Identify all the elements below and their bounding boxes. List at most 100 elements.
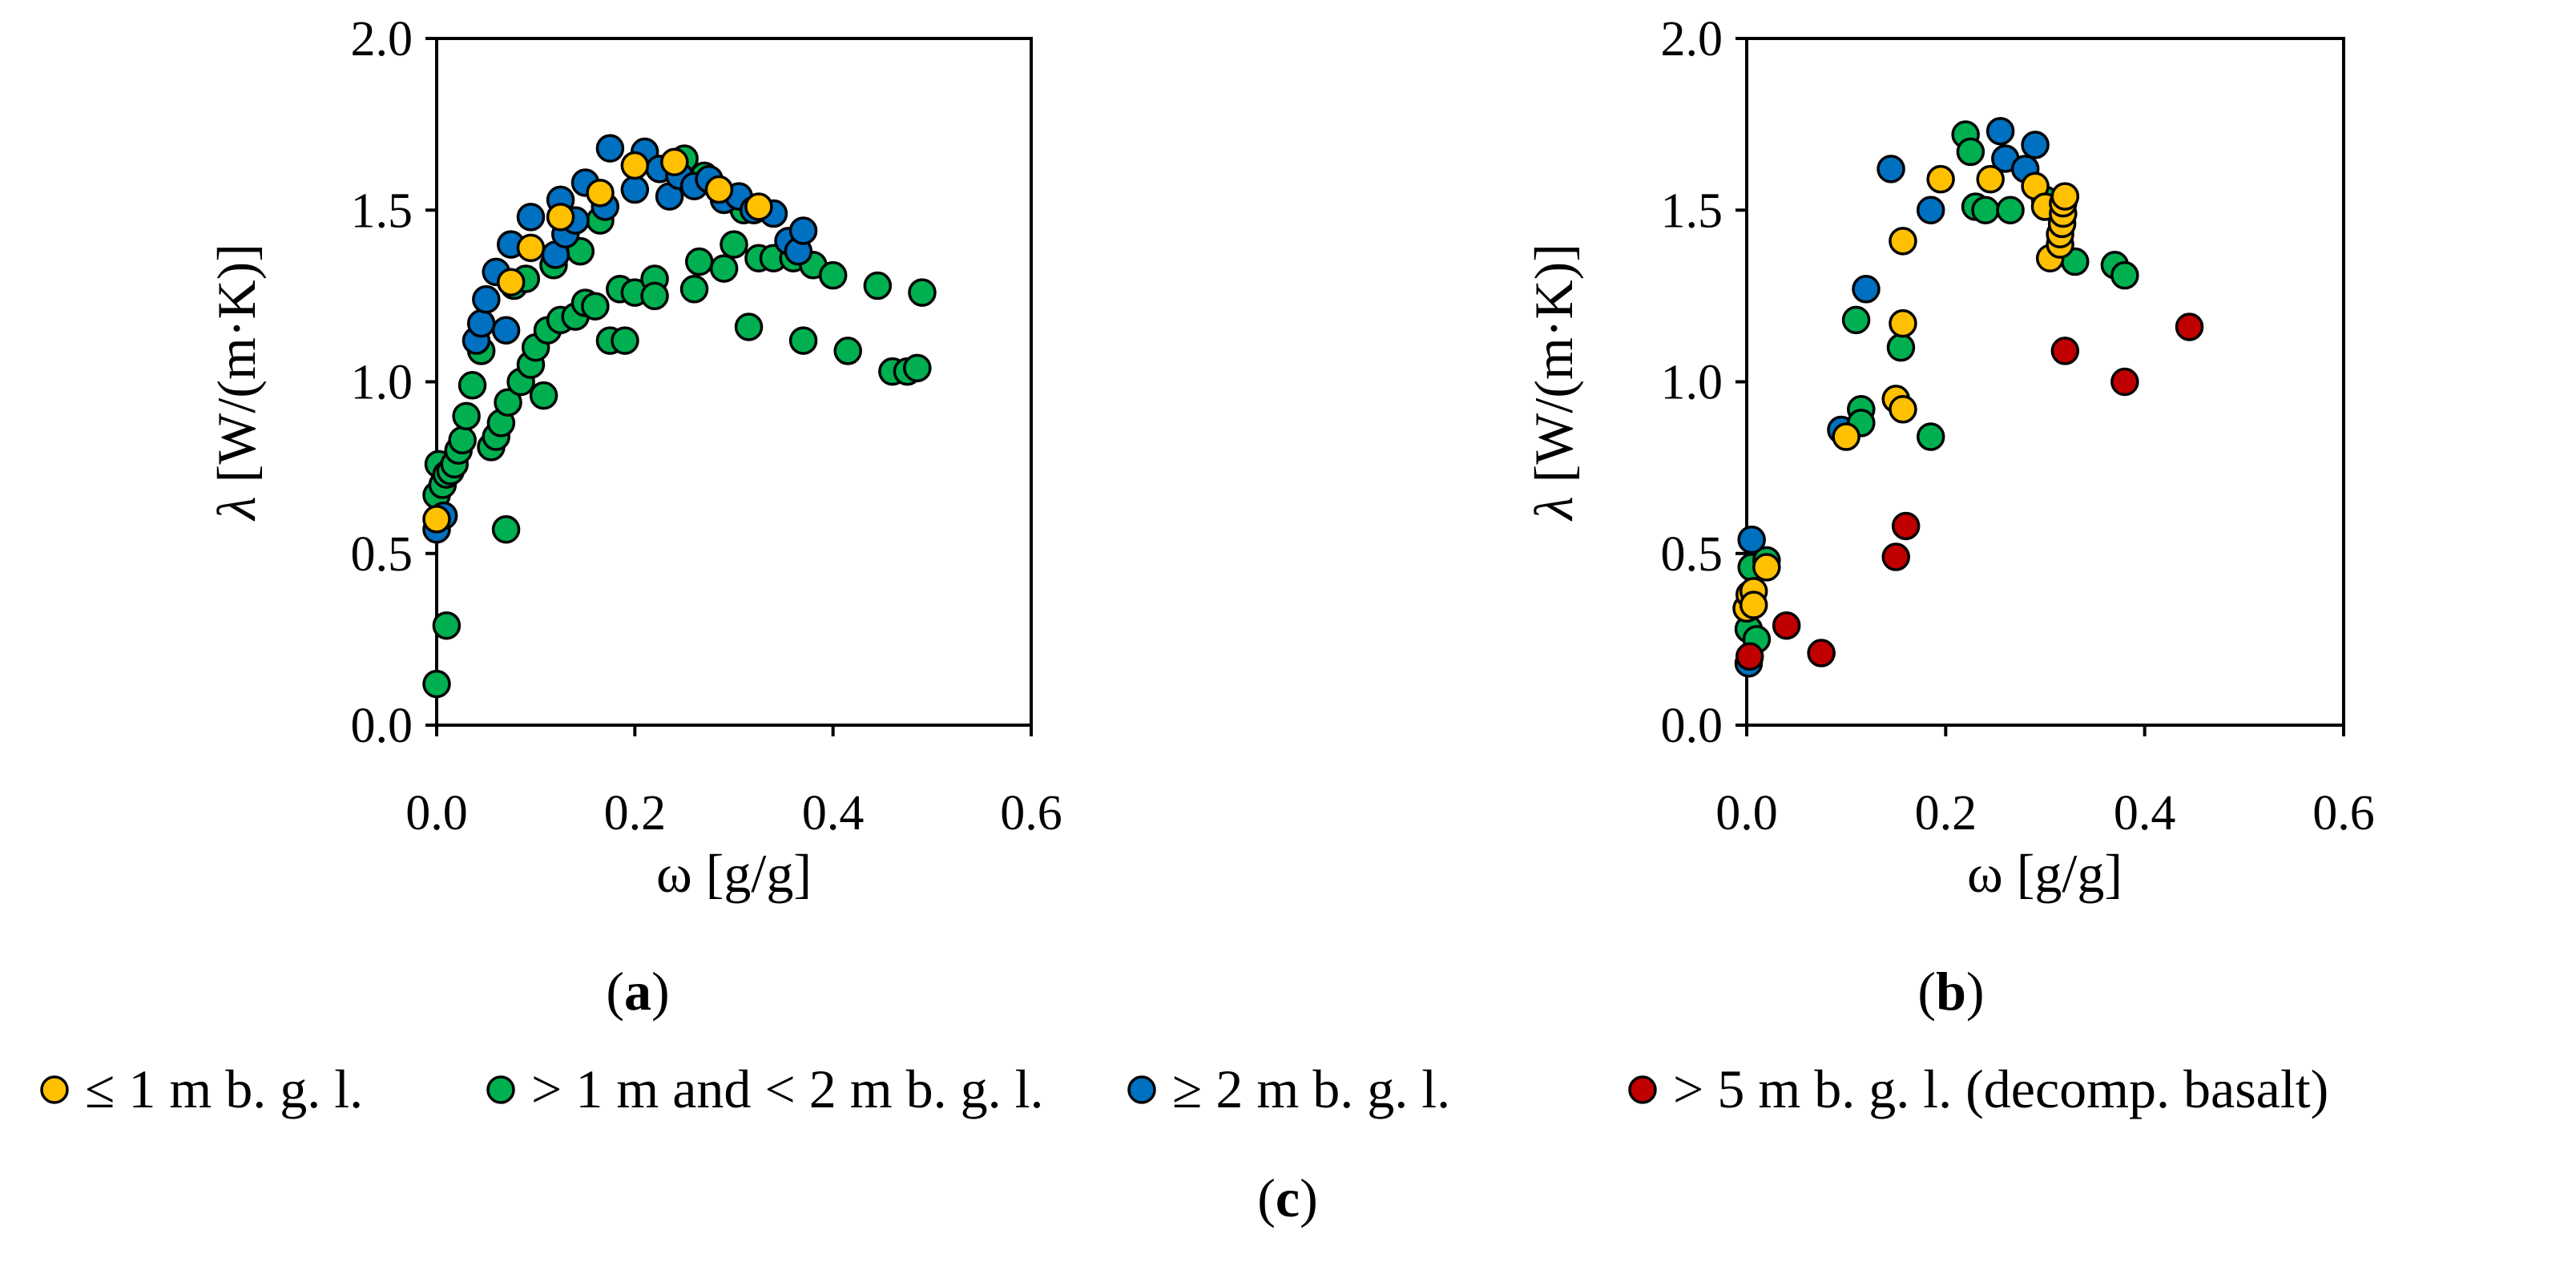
data-point — [1976, 164, 2005, 194]
data-point — [660, 147, 689, 177]
data-point — [863, 271, 893, 300]
data-point — [684, 247, 714, 276]
data-point — [491, 515, 521, 544]
data-point — [1877, 155, 1905, 183]
legend-item-gt1lt2m: > 1 m and < 2 m b. g. l. — [486, 1058, 1044, 1119]
data-point — [1926, 164, 1955, 194]
y-tick-label: 1.5 — [1661, 183, 1723, 238]
data-point — [818, 260, 848, 290]
data-point — [620, 151, 650, 180]
data-point — [448, 425, 477, 455]
data-point — [2050, 182, 2080, 211]
data-point — [1889, 308, 1917, 338]
y-tick-label: 0.0 — [351, 699, 413, 753]
data-point — [1772, 611, 1801, 640]
data-point — [1889, 395, 1917, 424]
data-point — [491, 316, 521, 345]
data-point — [2175, 312, 2204, 341]
data-point — [2021, 131, 2050, 159]
data-point — [546, 203, 575, 232]
legend-label: > 1 m and < 2 m b. g. l. — [531, 1058, 1044, 1119]
x-axis-label: ω [g/g] — [656, 843, 812, 904]
chart-panel-a: 0.0 0.5 1.0 1.5 2.0 0.0 0.2 0.4 0.6 ω [g/g] λ [W/(… — [206, 12, 1062, 904]
data-point — [1985, 116, 2015, 146]
data-point — [620, 175, 650, 204]
y-tick-label: 0.5 — [351, 527, 413, 582]
legend-marker — [486, 1075, 515, 1104]
legend-marker — [1628, 1075, 1657, 1104]
y-tick-label: 2.0 — [351, 12, 413, 67]
data-point — [1916, 422, 1945, 451]
x-tick-label: 0.2 — [604, 786, 667, 841]
x-tick-label: 0.6 — [1000, 786, 1062, 841]
data-point — [1996, 196, 2025, 224]
data-point — [586, 179, 615, 208]
data-point — [788, 216, 818, 245]
data-point — [1891, 511, 1921, 541]
series-le1m — [422, 147, 773, 534]
data-point — [529, 381, 558, 410]
chart-panel-b: 0.0 0.5 1.0 1.5 2.0 0.0 0.2 0.4 0.6 ω [g/g] λ [W/(… — [1523, 12, 2375, 904]
y-tick-label: 1.0 — [351, 356, 413, 410]
data-point — [2050, 337, 2080, 365]
data-point — [903, 353, 932, 383]
data-point — [516, 233, 546, 263]
data-point — [788, 326, 818, 355]
data-point — [472, 284, 501, 314]
y-tick-label: 0.5 — [1661, 527, 1723, 582]
data-point — [709, 254, 739, 283]
legend-label: ≥ 2 m b. g. l. — [1172, 1058, 1450, 1119]
data-point — [1841, 305, 1871, 335]
data-point — [2110, 260, 2139, 290]
legend-label: ≤ 1 m b. g. l. — [85, 1058, 363, 1119]
series-gt1lt2m — [422, 144, 937, 699]
data-point — [581, 292, 610, 321]
y-tick-label: 1.0 — [1661, 356, 1723, 410]
data-point — [1852, 275, 1881, 304]
x-tick-label: 0.6 — [2312, 786, 2375, 841]
data-point — [704, 175, 734, 204]
data-point — [1832, 422, 1860, 451]
panel-label-c: (c) — [1257, 1167, 1318, 1228]
data-point — [452, 401, 481, 431]
data-point — [640, 281, 669, 311]
panel-labels: (a) (b) — [606, 961, 1984, 1022]
legend-label: > 5 m b. g. l. (decomp. basalt) — [1673, 1058, 2328, 1119]
x-tick-label: 0.4 — [802, 786, 865, 841]
data-point — [1956, 137, 1985, 167]
legend-marker — [40, 1075, 69, 1104]
series-le1m — [1732, 164, 2080, 623]
legend-item-gt5m: > 5 m b. g. l. (decomp. basalt) — [1628, 1058, 2328, 1119]
data-point — [516, 203, 546, 232]
x-tick-label: 0.2 — [1915, 786, 1977, 841]
x-tick-label: 0.0 — [1715, 786, 1778, 841]
legend-item-ge2m: ≥ 2 m b. g. l. — [1127, 1058, 1450, 1119]
data-point — [1916, 196, 1945, 224]
y-tick-label: 2.0 — [1661, 12, 1723, 67]
data-point — [1886, 333, 1916, 362]
series-gt5m — [1735, 312, 2204, 671]
data-point — [595, 134, 625, 163]
data-point — [1889, 227, 1917, 256]
legend: ≤ 1 m b. g. l. > 1 m and < 2 m b. g. l. ≥ … — [40, 1058, 2328, 1119]
data-point — [833, 337, 862, 365]
data-point — [908, 278, 937, 307]
y-axis-label: λ [W/(m·K)] — [206, 244, 267, 522]
data-point — [1739, 591, 1768, 619]
data-point — [679, 275, 709, 304]
data-point — [494, 388, 522, 417]
data-point — [1735, 642, 1764, 671]
data-point — [1737, 525, 1766, 554]
data-point — [611, 326, 639, 355]
panel-label-a: (a) — [606, 961, 669, 1022]
data-point — [497, 268, 526, 296]
data-point — [1881, 542, 1910, 571]
data-point — [432, 611, 462, 640]
data-point — [1971, 196, 2000, 224]
data-point — [2110, 367, 2139, 397]
data-point — [1752, 553, 1781, 582]
y-tick-label: 1.5 — [351, 183, 413, 238]
x-tick-label: 0.0 — [405, 786, 468, 841]
x-axis-label: ω [g/g] — [1967, 843, 2122, 904]
